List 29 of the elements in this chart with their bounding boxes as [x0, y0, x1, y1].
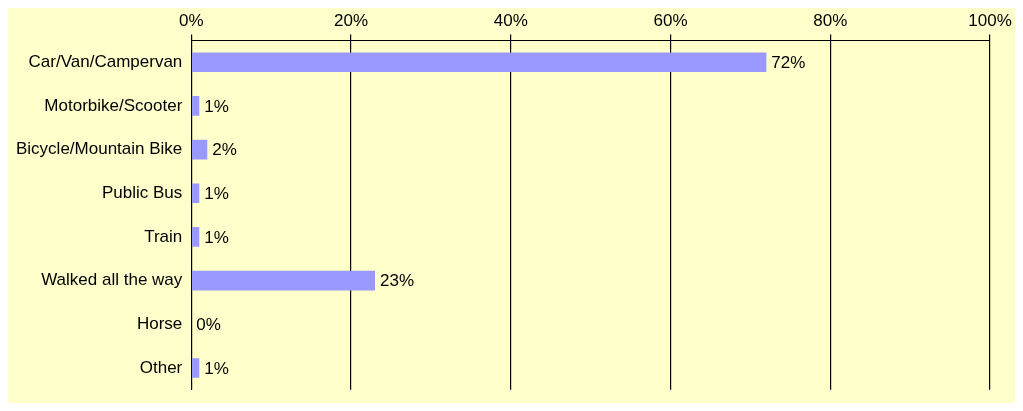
data-label: 72%: [771, 52, 806, 72]
y-tick-label: Other: [139, 357, 183, 377]
y-tick-label: Public Bus: [101, 182, 183, 202]
data-label: 1%: [204, 358, 229, 378]
bar: [191, 358, 200, 378]
data-label: 1%: [204, 227, 229, 247]
x-tick-label: 0%: [179, 10, 204, 30]
bar: [191, 139, 208, 160]
x-tick-label: 100%: [968, 10, 1012, 30]
x-tick-label: 60%: [653, 10, 688, 30]
y-tick-label: Motorbike/Scooter: [44, 95, 183, 115]
bar: [191, 183, 200, 204]
bar: [191, 96, 200, 116]
data-label: 2%: [212, 140, 237, 160]
bar: [191, 270, 375, 291]
x-tick-label: 80%: [813, 10, 848, 30]
y-tick-label: Walked all the way: [41, 270, 183, 290]
y-tick-label: Horse: [136, 313, 183, 333]
y-tick-label: Bicycle/Mountain Bike: [15, 139, 183, 159]
y-tick-label: Train: [144, 226, 183, 246]
x-tick-label: 40%: [493, 10, 528, 30]
data-label: 1%: [204, 183, 229, 203]
y-tick-label: Car/Van/Campervan: [28, 51, 183, 71]
data-label: 0%: [196, 314, 221, 334]
data-label: 23%: [380, 271, 415, 291]
x-tick-label: 20%: [334, 10, 369, 30]
bar: [191, 227, 200, 247]
data-label: 1%: [204, 96, 229, 116]
bar: [191, 52, 767, 73]
